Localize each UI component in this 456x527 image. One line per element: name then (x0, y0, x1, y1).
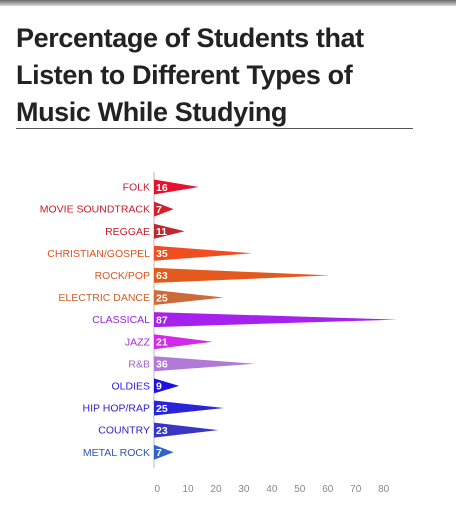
bar-reggae (154, 223, 185, 239)
x-tick-label: 40 (266, 484, 278, 495)
value-label-hip-hop-rap: 25 (156, 403, 168, 415)
bar-classical (154, 312, 398, 328)
category-label-reggae: REGGAE (105, 226, 150, 238)
x-tick-label: 20 (210, 484, 222, 495)
bar-country (154, 422, 219, 438)
bar-oldies (154, 378, 180, 394)
bar-hip-hop-rap (154, 400, 224, 416)
value-label-r-b: 36 (156, 359, 168, 371)
x-tick-label: 50 (294, 484, 306, 495)
bar-movie-soundtrack (154, 201, 174, 217)
value-label-electric-dance: 25 (156, 292, 168, 304)
bar-folk (154, 179, 199, 195)
x-tick-label: 60 (322, 484, 334, 495)
category-label-country: COUNTRY (98, 425, 150, 437)
x-tick-label: 10 (182, 484, 194, 495)
value-label-christian-gospel: 35 (156, 248, 168, 260)
category-label-electric-dance: ELECTRIC DANCE (58, 292, 150, 304)
value-label-jazz: 21 (156, 337, 168, 349)
value-label-oldies: 9 (156, 381, 162, 393)
category-label-folk: FOLK (123, 182, 150, 194)
category-label-jazz: JAZZ (125, 336, 151, 348)
x-tick-label: 80 (378, 484, 390, 495)
x-tick-label: 0 (155, 484, 161, 495)
bar-electric-dance (154, 290, 224, 305)
value-label-folk: 16 (156, 182, 168, 194)
bar-metal-rock (154, 444, 174, 460)
value-label-reggae: 11 (156, 226, 167, 238)
bar-r-b (154, 356, 255, 372)
chart-title: Percentage of Students that Listen to Di… (16, 23, 364, 127)
bar-rock-pop (154, 267, 331, 283)
category-label-hip-hop-rap: HIP HOP/RAP (83, 403, 151, 415)
category-label-movie-soundtrack: MOVIE SOUNDTRACK (40, 204, 150, 216)
value-label-classical: 87 (156, 314, 168, 326)
bar-christian-gospel (154, 245, 252, 261)
x-tick-label: 30 (238, 484, 250, 495)
category-label-metal-rock: METAL ROCK (83, 447, 150, 459)
category-label-oldies: OLDIES (111, 381, 150, 393)
category-label-rock-pop: ROCK/POP (95, 270, 150, 282)
top-border (0, 0, 456, 6)
category-label-classical: CLASSICAL (92, 314, 150, 326)
value-label-metal-rock: 7 (156, 447, 162, 459)
value-label-rock-pop: 63 (156, 270, 168, 282)
value-label-movie-soundtrack: 7 (156, 204, 162, 216)
category-label-christian-gospel: CHRISTIAN/GOSPEL (47, 248, 150, 260)
value-label-country: 23 (156, 425, 168, 437)
bar-jazz (154, 334, 213, 350)
category-label-r-b: R&B (128, 358, 150, 370)
x-tick-label: 70 (350, 484, 362, 495)
title-divider (16, 128, 413, 129)
